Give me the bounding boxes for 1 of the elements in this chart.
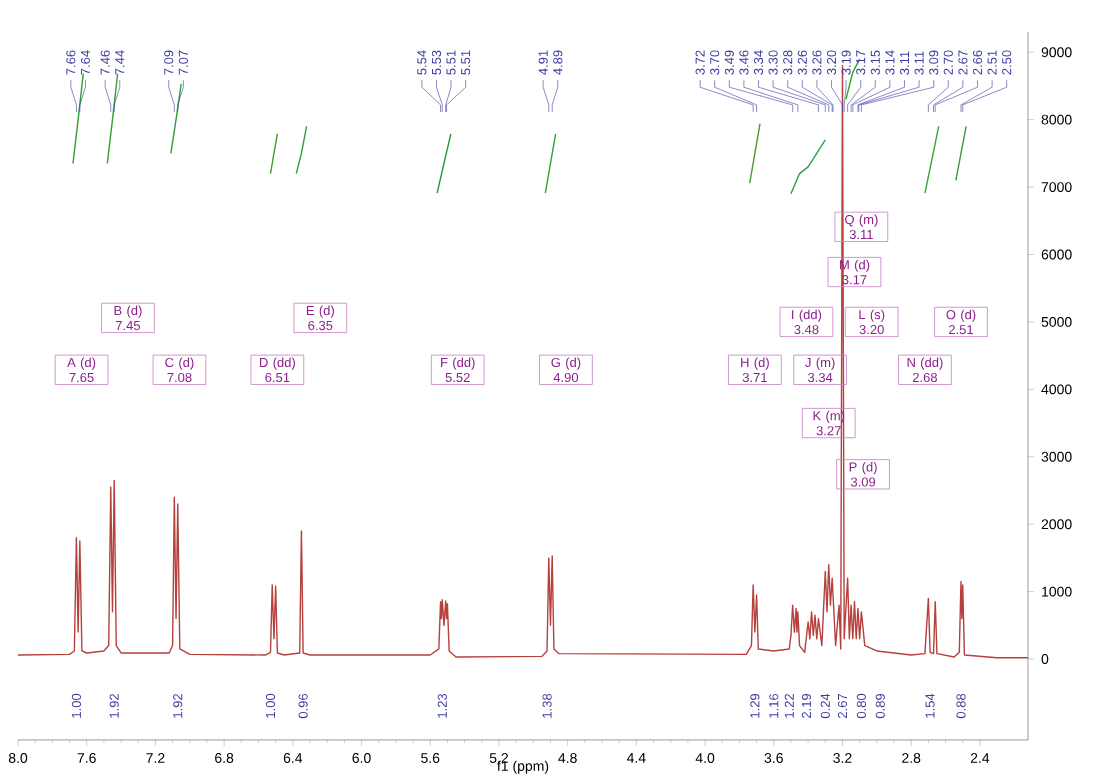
line-series [790,139,826,195]
